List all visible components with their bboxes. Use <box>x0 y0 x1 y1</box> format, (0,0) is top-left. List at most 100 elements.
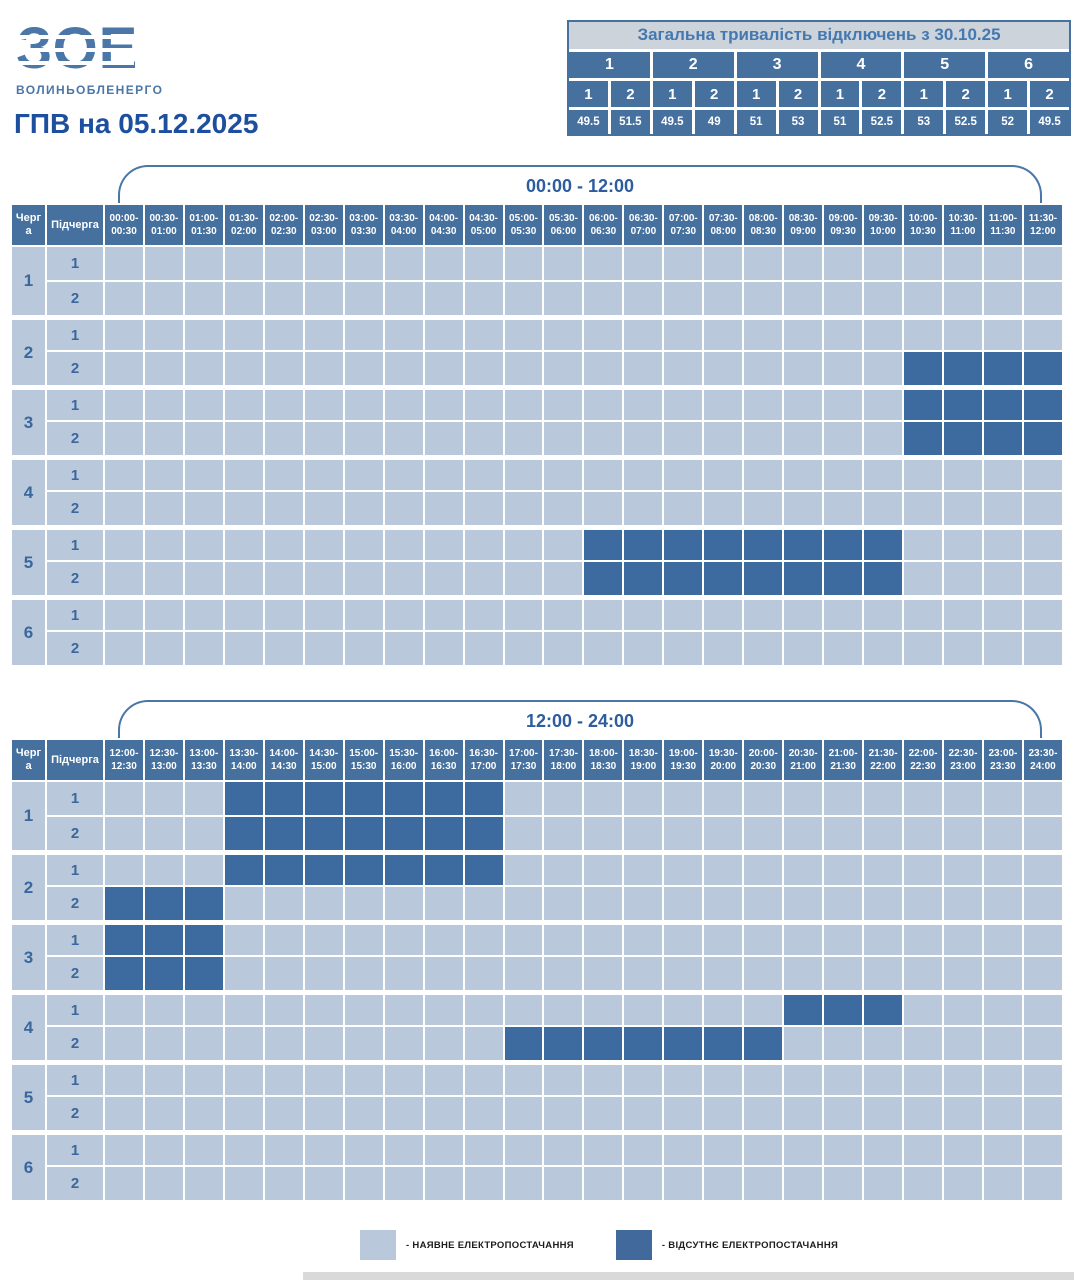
subqueue-label-cell: 2 <box>47 1027 103 1060</box>
schedule-cell <box>464 1062 503 1095</box>
time-header-cell: 21:00- 21:30 <box>824 740 863 780</box>
schedule-cell <box>544 422 583 455</box>
schedule-cell <box>944 852 982 885</box>
schedule-cell <box>824 817 863 850</box>
schedule-cell <box>704 562 743 595</box>
queue-label-cell: 3 <box>12 922 45 990</box>
schedule-cell <box>424 562 463 595</box>
schedule-cell <box>424 597 463 630</box>
schedule-cell <box>983 1132 1022 1165</box>
schedule-cell <box>864 782 903 815</box>
schedule-cell <box>1023 317 1062 350</box>
schedule-cell <box>184 852 223 885</box>
schedule-cell <box>704 422 743 455</box>
schedule-cell <box>784 527 823 560</box>
schedule-cell <box>904 632 943 665</box>
schedule-cell <box>504 457 543 490</box>
schedule-cell <box>384 352 423 385</box>
queue-label-cell: 3 <box>12 387 45 455</box>
schedule-cell <box>184 782 223 815</box>
schedule-cell <box>304 352 343 385</box>
schedule-cell <box>184 527 223 560</box>
schedule-cell <box>544 922 583 955</box>
schedule-cell <box>1023 992 1062 1025</box>
schedule-cell <box>784 457 823 490</box>
schedule-cell <box>105 632 143 665</box>
schedule-cell <box>904 1132 943 1165</box>
schedule-cell <box>664 247 703 280</box>
schedule-cell <box>664 632 703 665</box>
schedule-cell <box>1023 247 1062 280</box>
schedule-cell <box>424 817 463 850</box>
schedule-cell <box>824 782 863 815</box>
summary-subqueue-cell: 1 <box>652 81 692 107</box>
subqueue-label-cell: 1 <box>47 992 103 1025</box>
schedule-cell <box>304 922 343 955</box>
schedule-cell <box>944 527 982 560</box>
schedule-cell <box>464 992 503 1025</box>
schedule-cell <box>744 352 783 385</box>
schedule-cell <box>983 247 1022 280</box>
schedule-cell <box>704 282 743 315</box>
schedule-cell <box>144 992 183 1025</box>
schedule-cell <box>384 957 423 990</box>
schedule-cell <box>904 597 943 630</box>
schedule-cell <box>264 1167 303 1200</box>
schedule-cell <box>664 527 703 560</box>
schedule-cell <box>704 957 743 990</box>
subqueue-label-cell: 1 <box>47 1062 103 1095</box>
schedule-cell <box>864 387 903 420</box>
schedule-cell <box>144 352 183 385</box>
schedule-cell <box>544 782 583 815</box>
schedule-cell <box>704 457 743 490</box>
time-header-cell: 02:30- 03:00 <box>304 205 343 245</box>
schedule-cell <box>584 317 623 350</box>
schedule-cell <box>304 1167 343 1200</box>
schedule-cell <box>544 1132 583 1165</box>
schedule-cell <box>983 1062 1022 1095</box>
schedule-cell <box>624 527 663 560</box>
schedule-cell <box>824 922 863 955</box>
time-header-cell: 10:00- 10:30 <box>904 205 943 245</box>
time-header-cell: 15:30- 16:00 <box>384 740 423 780</box>
schedule-cell <box>464 457 503 490</box>
schedule-cell <box>744 957 783 990</box>
schedule-cell <box>424 922 463 955</box>
schedule-cell <box>184 1062 223 1095</box>
schedule-cell <box>384 422 423 455</box>
schedule-cell <box>944 282 982 315</box>
schedule-cell <box>184 1167 223 1200</box>
schedule-cell <box>264 352 303 385</box>
queue-label-cell: 4 <box>12 992 45 1060</box>
schedule-cell <box>744 1132 783 1165</box>
schedule-cell <box>144 1167 183 1200</box>
subqueue-label-cell: 2 <box>47 562 103 595</box>
schedule-cell <box>824 957 863 990</box>
schedule-cell <box>504 817 543 850</box>
schedule-cell <box>424 387 463 420</box>
schedule-cell <box>304 817 343 850</box>
schedule-cell <box>864 527 903 560</box>
summary-subqueue-cell: 2 <box>694 81 734 107</box>
summary-value-cell: 49.5 <box>652 110 692 134</box>
schedule-cell <box>704 887 743 920</box>
schedule-cell <box>424 1167 463 1200</box>
time-header-cell: 10:30- 11:00 <box>944 205 982 245</box>
schedule-cell <box>424 1132 463 1165</box>
time-header-cell: 15:00- 15:30 <box>344 740 383 780</box>
schedule-cell <box>744 852 783 885</box>
schedule-cell <box>544 1062 583 1095</box>
schedule-cell <box>584 887 623 920</box>
schedule-cell <box>424 247 463 280</box>
schedule-cell <box>464 852 503 885</box>
queue-label-cell: 4 <box>12 457 45 525</box>
schedule-cell <box>184 1027 223 1060</box>
outage-swatch-icon <box>615 1230 652 1260</box>
schedule-cell <box>664 957 703 990</box>
time-header-cell: 17:00- 17:30 <box>504 740 543 780</box>
time-header-cell: 12:00- 12:30 <box>105 740 143 780</box>
legend: - НАЯВНЕ ЕЛЕКТРОПОСТАЧАННЯ - ВІДСУТНЄ ЕЛ… <box>360 1230 838 1260</box>
schedule-cell <box>304 632 343 665</box>
schedule-cell <box>504 1062 543 1095</box>
company-logo: ЗОЕ ВОЛИНЬОБЛЕНЕРГО <box>16 20 216 97</box>
